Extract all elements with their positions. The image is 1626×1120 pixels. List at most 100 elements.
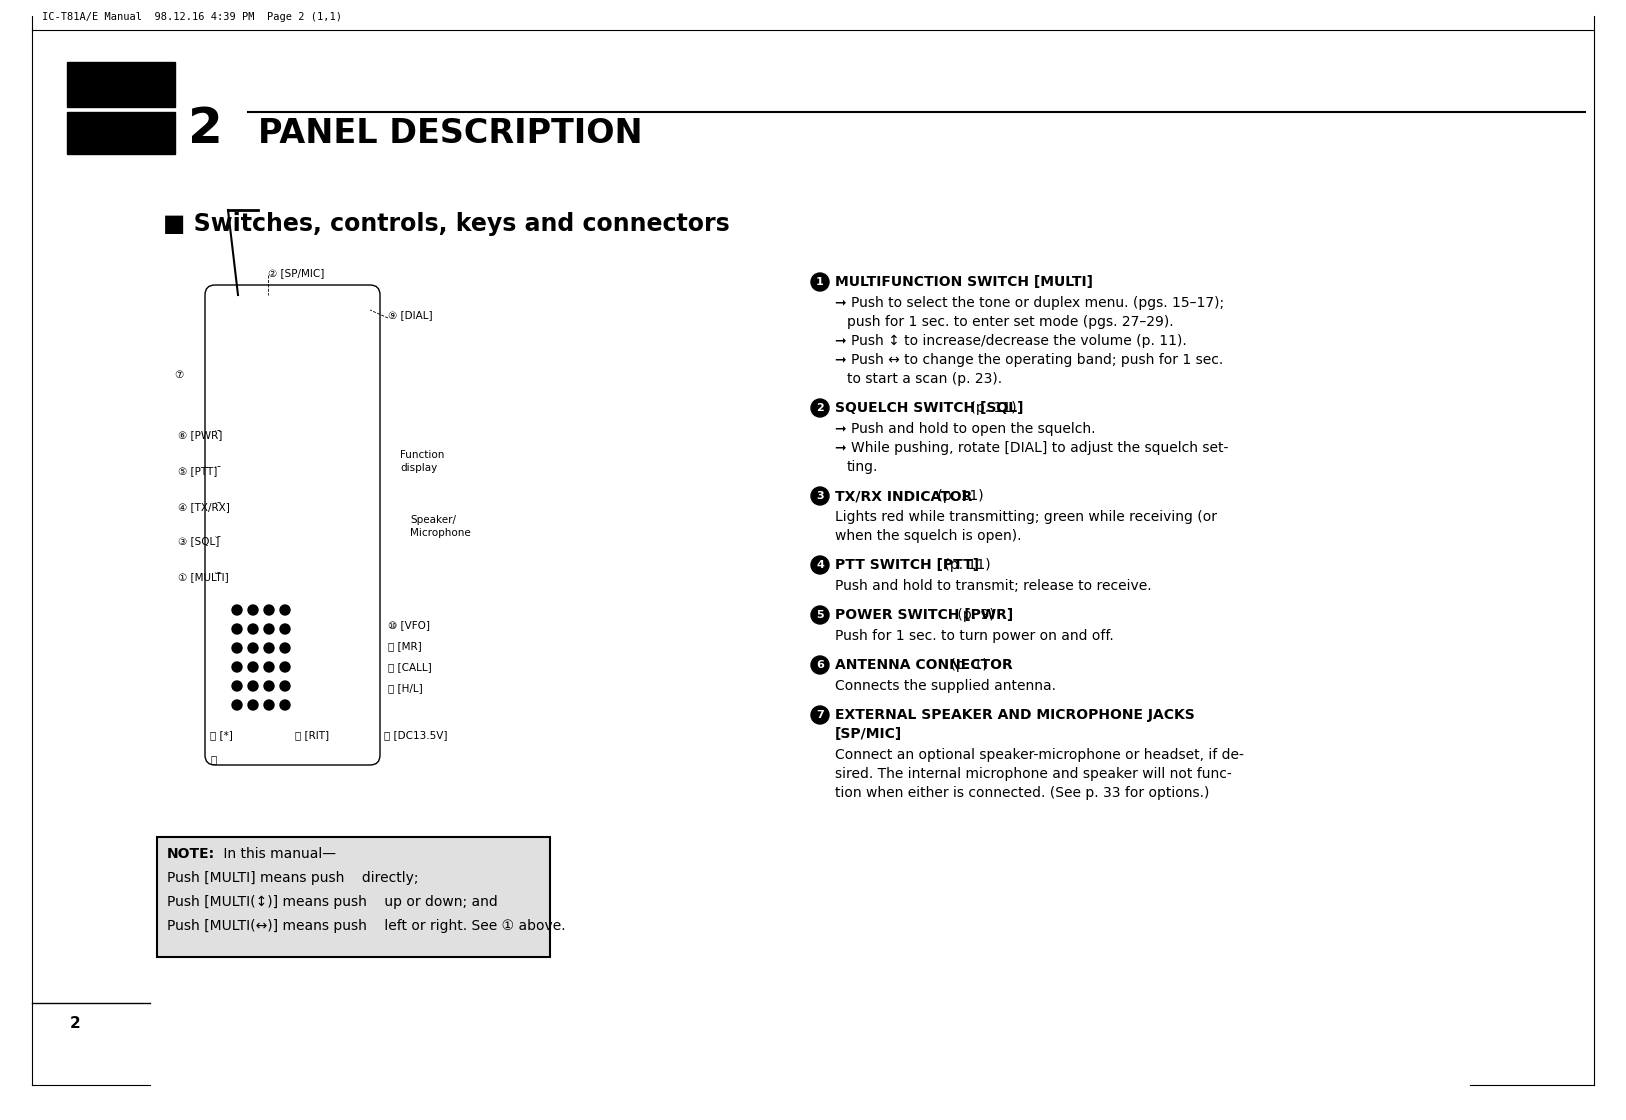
Circle shape xyxy=(233,624,242,634)
Text: ⑥ [PWR]: ⑥ [PWR] xyxy=(177,430,223,440)
Text: Connects the supplied antenna.: Connects the supplied antenna. xyxy=(836,679,1055,693)
Text: ANTENNA CONNECTOR: ANTENNA CONNECTOR xyxy=(836,659,1013,672)
Text: Speaker/: Speaker/ xyxy=(410,515,455,525)
Text: to start a scan (p. 23).: to start a scan (p. 23). xyxy=(847,372,1002,386)
Circle shape xyxy=(263,700,275,710)
Circle shape xyxy=(280,643,289,653)
Text: NOTE:: NOTE: xyxy=(167,847,215,861)
Text: (p. 1): (p. 1) xyxy=(946,659,989,672)
Text: ④ [TX/RX]: ④ [TX/RX] xyxy=(177,502,229,512)
Text: when the squelch is open).: when the squelch is open). xyxy=(836,529,1021,543)
Text: Connect an optional speaker-microphone or headset, if de-: Connect an optional speaker-microphone o… xyxy=(836,748,1244,762)
Text: Push [MULTI(↕)] means push    up or down; and: Push [MULTI(↕)] means push up or down; a… xyxy=(167,895,498,909)
Text: Push and hold to transmit; release to receive.: Push and hold to transmit; release to re… xyxy=(836,579,1151,592)
Text: IC-T81A/E Manual  98.12.16 4:39 PM  Page 2 (1,1): IC-T81A/E Manual 98.12.16 4:39 PM Page 2… xyxy=(42,12,341,22)
Text: ⑰ [RIT]: ⑰ [RIT] xyxy=(294,730,328,740)
Circle shape xyxy=(280,624,289,634)
Circle shape xyxy=(263,624,275,634)
Circle shape xyxy=(233,681,242,691)
Text: tion when either is connected. (See p. 33 for options.): tion when either is connected. (See p. 3… xyxy=(836,786,1210,800)
Text: MULTIFUNCTION SWITCH [MULTI]: MULTIFUNCTION SWITCH [MULTI] xyxy=(836,276,1093,289)
Text: display: display xyxy=(400,463,437,473)
Text: Push [MULTI] means push    directly;: Push [MULTI] means push directly; xyxy=(167,871,418,885)
Text: sired. The internal microphone and speaker will not func-: sired. The internal microphone and speak… xyxy=(836,767,1233,781)
Circle shape xyxy=(233,643,242,653)
Text: 4: 4 xyxy=(816,560,824,570)
Text: (p. 11): (p. 11) xyxy=(940,558,990,572)
Text: [SP/MIC]: [SP/MIC] xyxy=(836,727,902,741)
Circle shape xyxy=(811,399,829,417)
Text: ➞ Push ↕ to increase/decrease the volume (p. 11).: ➞ Push ↕ to increase/decrease the volume… xyxy=(836,334,1187,348)
Text: EXTERNAL SPEAKER AND MICROPHONE JACKS: EXTERNAL SPEAKER AND MICROPHONE JACKS xyxy=(836,708,1195,722)
FancyBboxPatch shape xyxy=(205,284,380,765)
Text: SQUELCH SWITCH [SQL]: SQUELCH SWITCH [SQL] xyxy=(836,401,1023,416)
Text: Microphone: Microphone xyxy=(410,528,472,538)
Circle shape xyxy=(233,700,242,710)
Circle shape xyxy=(280,681,289,691)
Bar xyxy=(158,837,550,956)
Text: ➞ While pushing, rotate [DIAL] to adjust the squelch set-: ➞ While pushing, rotate [DIAL] to adjust… xyxy=(836,441,1228,455)
Text: (p. 9): (p. 9) xyxy=(953,608,995,622)
Text: push for 1 sec. to enter set mode (pgs. 27–29).: push for 1 sec. to enter set mode (pgs. … xyxy=(847,315,1174,329)
Text: ⑫ [CALL]: ⑫ [CALL] xyxy=(389,662,433,672)
Circle shape xyxy=(811,487,829,505)
Text: Lights red while transmitting; green while receiving (or: Lights red while transmitting; green whi… xyxy=(836,510,1216,524)
Text: In this manual—: In this manual— xyxy=(220,847,337,861)
Circle shape xyxy=(263,643,275,653)
Circle shape xyxy=(811,556,829,573)
Circle shape xyxy=(280,700,289,710)
Text: PANEL DESCRIPTION: PANEL DESCRIPTION xyxy=(259,116,642,150)
Text: Push for 1 sec. to turn power on and off.: Push for 1 sec. to turn power on and off… xyxy=(836,629,1114,643)
Text: ⑤ [PTT]: ⑤ [PTT] xyxy=(177,466,218,476)
Circle shape xyxy=(811,656,829,674)
Text: POWER SWITCH [PWR]: POWER SWITCH [PWR] xyxy=(836,608,1013,622)
Text: 1: 1 xyxy=(816,277,824,287)
Text: ting.: ting. xyxy=(847,460,878,474)
Text: ⑱ [DC13.5V]: ⑱ [DC13.5V] xyxy=(384,730,447,740)
Circle shape xyxy=(811,273,829,291)
Text: ⑨ [DIAL]: ⑨ [DIAL] xyxy=(389,310,433,320)
Circle shape xyxy=(263,662,275,672)
Bar xyxy=(67,112,176,155)
Text: ⑪ [MR]: ⑪ [MR] xyxy=(389,641,421,651)
Text: Function: Function xyxy=(400,450,444,460)
Circle shape xyxy=(280,662,289,672)
Text: PTT SWITCH [PTT]: PTT SWITCH [PTT] xyxy=(836,558,979,572)
Circle shape xyxy=(249,700,259,710)
Circle shape xyxy=(249,681,259,691)
Text: 6: 6 xyxy=(816,660,824,670)
Text: ① [MULTI]: ① [MULTI] xyxy=(177,572,229,582)
Circle shape xyxy=(249,662,259,672)
Text: (p. 11): (p. 11) xyxy=(966,401,1016,416)
Text: 5: 5 xyxy=(816,610,824,620)
Circle shape xyxy=(233,662,242,672)
Circle shape xyxy=(280,605,289,615)
Circle shape xyxy=(811,706,829,724)
Text: ② [SP/MIC]: ② [SP/MIC] xyxy=(268,268,324,278)
Circle shape xyxy=(249,643,259,653)
Text: 3: 3 xyxy=(816,491,824,501)
Text: ➞ Push ↔ to change the operating band; push for 1 sec.: ➞ Push ↔ to change the operating band; p… xyxy=(836,353,1223,367)
Text: 2: 2 xyxy=(189,105,223,153)
Text: ➞ Push and hold to open the squelch.: ➞ Push and hold to open the squelch. xyxy=(836,422,1096,436)
Text: ■ Switches, controls, keys and connectors: ■ Switches, controls, keys and connector… xyxy=(163,212,730,236)
Text: 7: 7 xyxy=(816,710,824,720)
Text: ➞ Push to select the tone or duplex menu. (pgs. 15–17);: ➞ Push to select the tone or duplex menu… xyxy=(836,296,1224,310)
Circle shape xyxy=(233,605,242,615)
Text: Push [MULTI(↔)] means push    left or right. See ① above.: Push [MULTI(↔)] means push left or right… xyxy=(167,920,566,933)
Text: ⑬ [H/L]: ⑬ [H/L] xyxy=(389,683,423,693)
Text: ⑩ [VFO]: ⑩ [VFO] xyxy=(389,620,429,629)
Circle shape xyxy=(249,605,259,615)
Text: 2: 2 xyxy=(816,403,824,413)
Text: ⑭: ⑭ xyxy=(210,754,216,764)
Circle shape xyxy=(249,624,259,634)
Text: ⑦: ⑦ xyxy=(174,370,184,380)
Text: TX/RX INDICATOR: TX/RX INDICATOR xyxy=(836,489,972,503)
Text: ③ [SQL]: ③ [SQL] xyxy=(177,536,220,547)
Text: (p. 11): (p. 11) xyxy=(933,489,984,503)
Bar xyxy=(67,62,176,108)
Text: ⑮ [*]: ⑮ [*] xyxy=(210,730,233,740)
Circle shape xyxy=(811,606,829,624)
Circle shape xyxy=(263,681,275,691)
Circle shape xyxy=(263,605,275,615)
